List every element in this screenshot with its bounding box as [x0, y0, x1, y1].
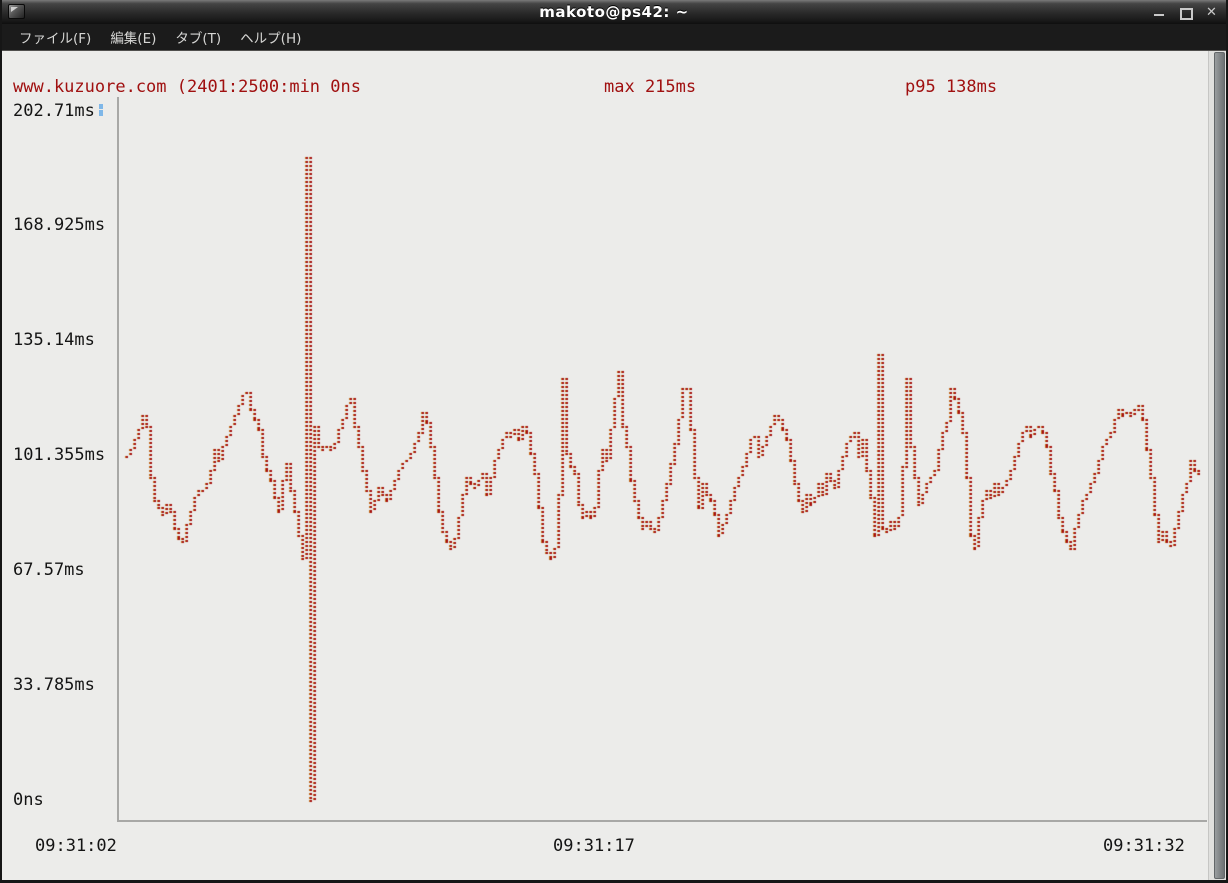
cursor-artifact [99, 104, 103, 109]
menu-tab[interactable]: タブ(T) [175, 31, 222, 47]
y-tick-0: 0ns [13, 790, 44, 810]
y-tick-101: 101.355ms [13, 445, 106, 465]
maximize-button[interactable] [1179, 6, 1193, 20]
menu-help[interactable]: ヘルプ(H) [240, 31, 302, 47]
scrollbar-thumb[interactable] [1214, 52, 1225, 879]
y-tick-33: 33.785ms [13, 675, 95, 695]
minimize-button[interactable] [1153, 6, 1166, 19]
y-axis-line [117, 97, 119, 821]
x-tick-start: 09:31:02 [35, 836, 117, 856]
y-tick-135: 135.14ms [13, 330, 95, 350]
menu-file[interactable]: ファイル(F) [19, 31, 92, 47]
cursor-artifact [99, 110, 103, 116]
x-tick-middle: 09:31:17 [553, 836, 635, 856]
plot-stat-max: max 215ms [604, 77, 697, 97]
y-tick-168: 168.925ms [13, 215, 106, 235]
window-title: makoto@ps42: ~ [539, 3, 689, 21]
y-tick-67: 67.57ms [13, 560, 85, 580]
menu-edit[interactable]: 編集(E) [110, 31, 157, 47]
scrollbar-track[interactable] [1208, 51, 1226, 880]
title-bar[interactable]: makoto@ps42: ~ ✕ [2, 0, 1226, 24]
plot-stat-p95: p95 138ms [905, 77, 998, 97]
x-axis-line [117, 820, 1207, 822]
close-button[interactable]: ✕ [1206, 4, 1217, 20]
plot-title-host-min: www.kuzuore.com (2401:2500:min 0ns [13, 77, 361, 97]
x-tick-end: 09:31:32 [1103, 836, 1185, 856]
terminal-content[interactable]: www.kuzuore.com (2401:2500:min 0ns max 2… [2, 51, 1226, 880]
window-controls: ✕ [1153, 0, 1218, 24]
latency-plot [2, 51, 1226, 880]
menu-bar: ファイル(F) 編集(E) タブ(T) ヘルプ(H) [2, 24, 1226, 51]
y-tick-202: 202.71ms [13, 101, 95, 121]
terminal-app-icon [8, 4, 25, 19]
